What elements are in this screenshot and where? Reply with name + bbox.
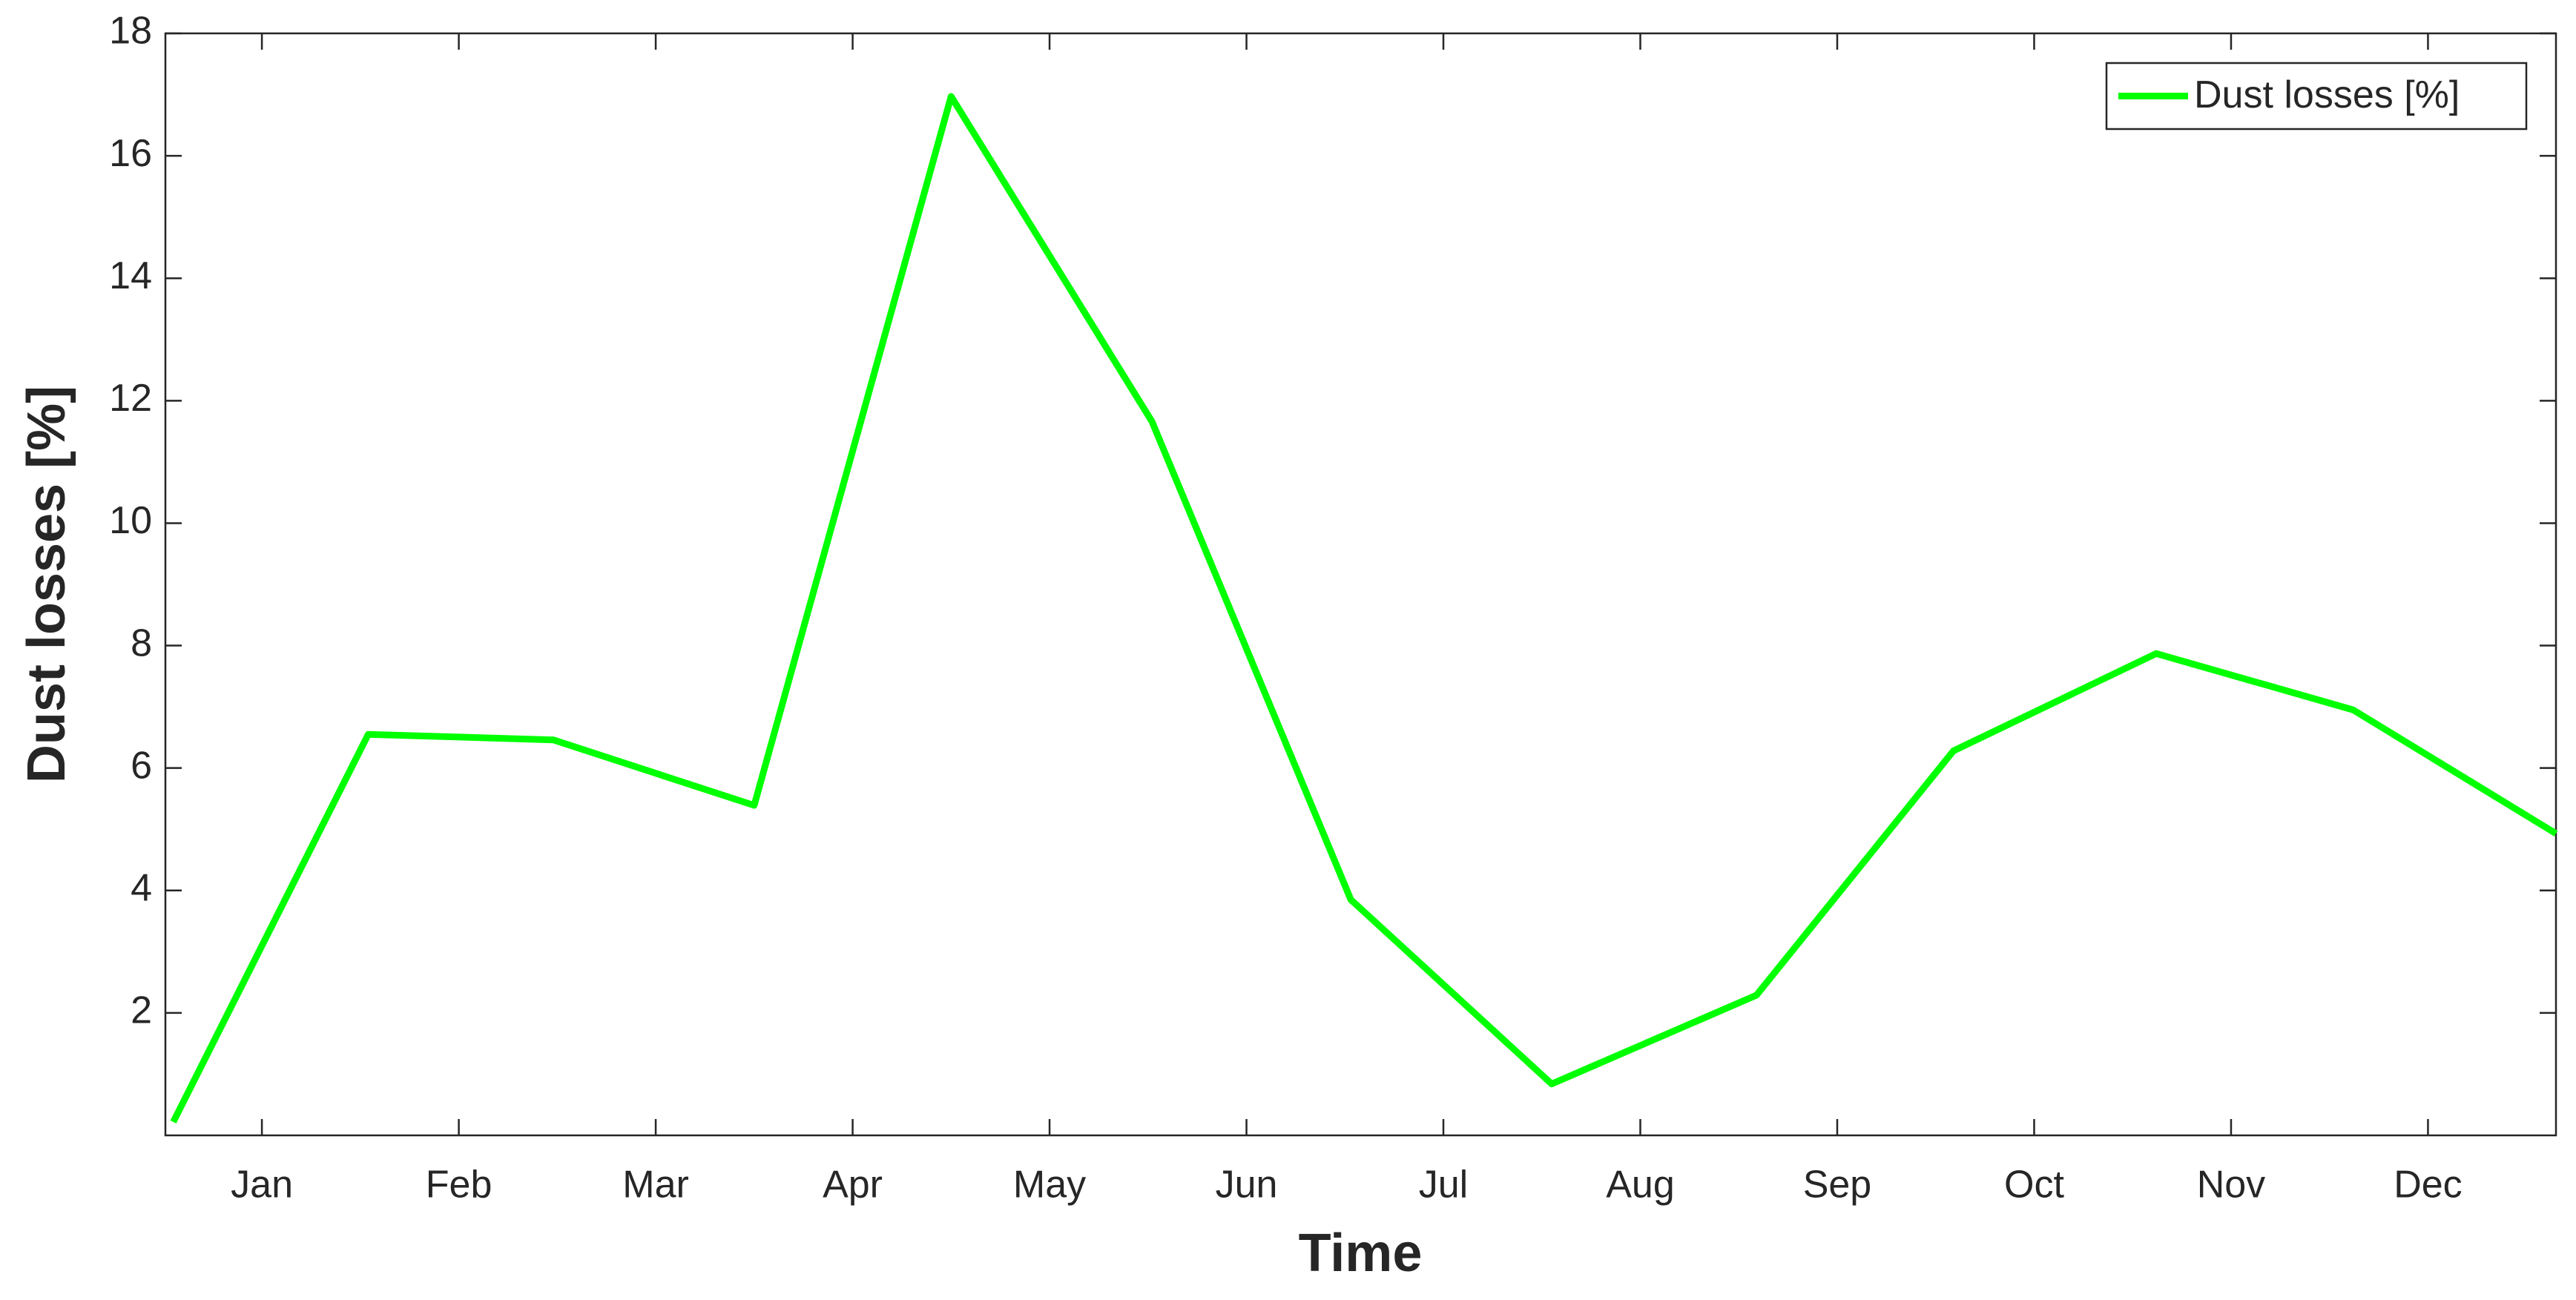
y-tick-label: 12 — [109, 377, 152, 420]
y-tick-label: 6 — [131, 744, 152, 787]
x-tick-label: Nov — [2197, 1164, 2265, 1207]
legend-box — [2105, 62, 2528, 131]
x-tick-label: Jan — [231, 1164, 293, 1207]
x-tick-label: Jul — [1419, 1164, 1468, 1207]
y-tick-label: 2 — [131, 989, 152, 1032]
data-line — [170, 93, 2558, 1124]
x-tick-label: Sep — [1803, 1164, 1872, 1207]
x-tick-label: Feb — [426, 1164, 493, 1207]
y-tick-label: 4 — [131, 867, 152, 910]
y-tick-label: 10 — [109, 499, 152, 542]
plot-frame — [164, 32, 2557, 1137]
x-tick-label: Jun — [1216, 1164, 1278, 1207]
x-tick-label: Oct — [2004, 1164, 2064, 1207]
x-tick-label: Dec — [2394, 1164, 2462, 1207]
x-tick-label: Aug — [1606, 1164, 1675, 1207]
y-axis-label: Dust losses [%] — [17, 386, 76, 783]
x-tick-label: May — [1013, 1164, 1086, 1207]
x-axis-label: Time — [1299, 1224, 1423, 1283]
x-tick-label: Mar — [622, 1164, 689, 1207]
y-tick-label: 16 — [109, 132, 152, 175]
x-tick-label: Apr — [823, 1164, 883, 1207]
y-tick-label: 18 — [109, 10, 152, 53]
y-tick-label: 8 — [131, 621, 152, 664]
legend-label: Dust losses [%] — [2194, 73, 2460, 116]
y-tick-label: 14 — [109, 254, 152, 297]
